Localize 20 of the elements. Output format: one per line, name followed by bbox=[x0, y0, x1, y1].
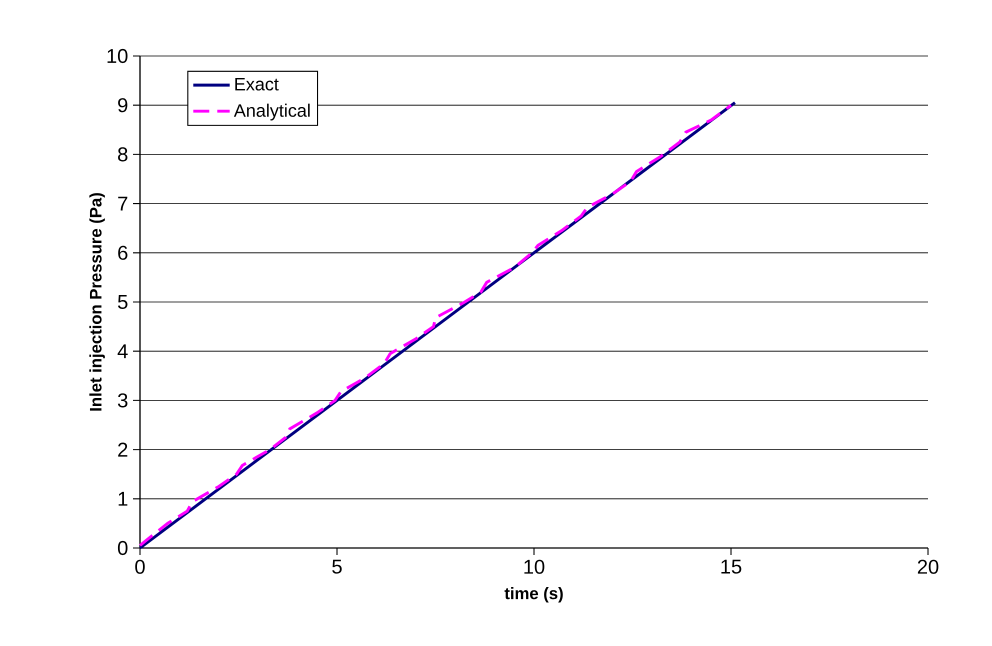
x-tick-label: 15 bbox=[721, 560, 742, 574]
x-tick-label: 5 bbox=[332, 560, 342, 574]
y-axis-title: Inlet injection Pressure (Pa) bbox=[89, 193, 105, 411]
y-tick-label: 9 bbox=[118, 98, 128, 112]
y-tick-label: 4 bbox=[118, 344, 128, 358]
y-tick-label: 7 bbox=[118, 196, 128, 210]
y-tick-label: 3 bbox=[118, 393, 128, 408]
y-tick-label: 0 bbox=[118, 540, 128, 556]
y-tick-label: 5 bbox=[118, 295, 128, 309]
y-tick-label: 2 bbox=[118, 442, 128, 457]
y-tick-label: 1 bbox=[118, 492, 128, 506]
y-tick-label: 10 bbox=[108, 48, 128, 64]
y-tick-label: 8 bbox=[118, 147, 128, 162]
x-tick-label: 0 bbox=[135, 560, 145, 574]
y-tick-label: 6 bbox=[118, 246, 128, 260]
legend-label: Exact bbox=[235, 78, 279, 91]
x-tick-label: 10 bbox=[524, 560, 544, 574]
legend-label: Analytical bbox=[234, 104, 310, 120]
x-axis-title: time (s) bbox=[504, 587, 563, 603]
x-tick-label: 20 bbox=[918, 560, 938, 574]
